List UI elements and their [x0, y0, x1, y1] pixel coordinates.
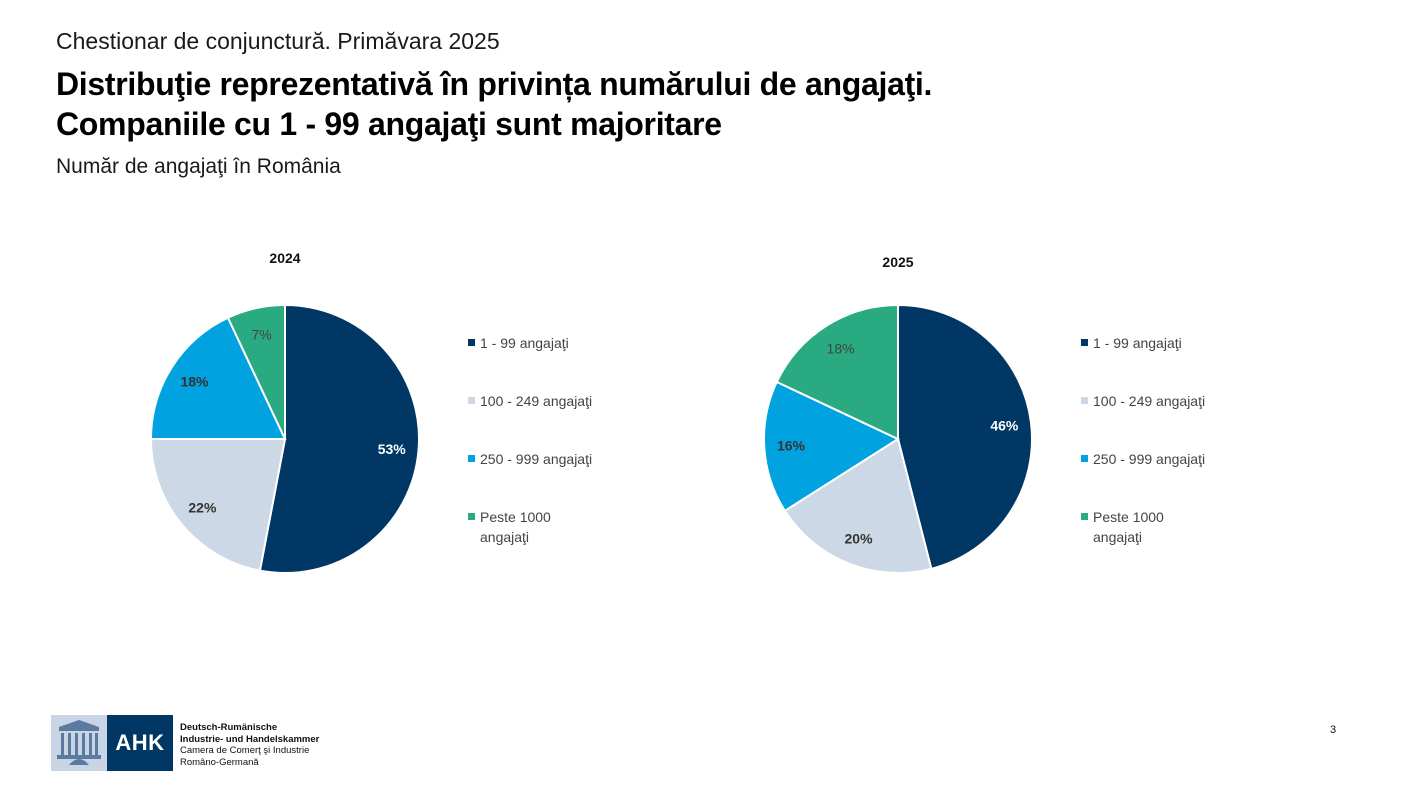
data-label: 20%	[845, 531, 874, 547]
chart-title: 2025	[882, 254, 913, 270]
pie-slice	[149, 316, 287, 440]
legend-swatch	[468, 339, 475, 346]
data-label: 16%	[777, 438, 806, 454]
data-label: 53%	[378, 441, 407, 457]
legend-entry: 100 - 249 angajaţi	[1093, 393, 1205, 409]
legend-swatch	[1081, 339, 1088, 346]
pie-charts: 2024 53% 22% 18% 7% 1 - 99 angajaţi 100 - 249 …	[149, 250, 1205, 574]
legend-swatch	[468, 455, 475, 462]
legend-entry: Peste 1000 angajaţi	[1093, 509, 1164, 545]
legend-entry: 100 - 249 angajaţi	[480, 393, 592, 409]
pie-slice	[149, 438, 287, 572]
legend-swatch	[468, 513, 475, 520]
pie-slice	[897, 303, 1033, 571]
pie-slice	[775, 303, 899, 441]
ahk-logo-text: AHK	[107, 715, 173, 771]
legend-entry: 1 - 99 angajaţi	[1093, 335, 1182, 351]
org-line-4: Româno-Germană	[180, 756, 259, 768]
data-label: 18%	[180, 374, 209, 390]
legend-entry: 250 - 999 angajaţi	[1093, 451, 1205, 467]
title-line-1: Distribuţie reprezentativă în privința n…	[56, 66, 933, 102]
pie-slice	[783, 437, 933, 574]
page-number: 3	[1330, 724, 1337, 736]
data-label: 22%	[188, 499, 217, 515]
org-line-3: Camera de Comerţ şi Industrie	[180, 745, 310, 756]
legend-swatch	[1081, 513, 1088, 520]
pie-chart-2024: 2024 53% 22% 18% 7% 1 - 99 angajaţi 100 - 249 …	[149, 250, 592, 574]
pie-slice	[763, 380, 901, 513]
org-line-2: Industrie- und Handelskammer	[180, 733, 320, 745]
pie-chart-2025: 2025 46% 20% 16% 18% 1 - 99 angajaţi 100 - 249…	[763, 254, 1205, 574]
legend-swatch	[1081, 397, 1088, 404]
legend-entry: 1 - 99 angajaţi	[480, 335, 569, 351]
page-title: Distribuţie reprezentativă în privința n…	[56, 64, 932, 144]
legend-entry: Peste 1000 angajaţi	[480, 509, 551, 545]
legend-swatch	[468, 397, 475, 404]
pie-slice	[258, 303, 420, 574]
ahk-logo: AHK	[51, 715, 173, 771]
title-line-2: Companiile cu 1 - 99 angajaţi sunt major…	[56, 106, 722, 142]
building-emblem-icon	[51, 715, 107, 771]
data-label: 7%	[251, 326, 271, 342]
pie-slice	[226, 303, 286, 440]
org-line-1: Deutsch-Rumänische	[180, 722, 278, 733]
page-subtitle: Număr de angajaţi în România	[56, 155, 341, 178]
legend-entry: 250 - 999 angajaţi	[480, 451, 592, 467]
organization-name: Deutsch-Rumänische Industrie- und Handel…	[180, 722, 319, 768]
chart-title: 2024	[269, 250, 300, 266]
legend-swatch	[1081, 455, 1088, 462]
data-label: 18%	[827, 340, 855, 356]
kicker: Chestionar de conjunctură. Primăvara 202…	[56, 28, 500, 54]
data-label: 46%	[990, 418, 1019, 434]
